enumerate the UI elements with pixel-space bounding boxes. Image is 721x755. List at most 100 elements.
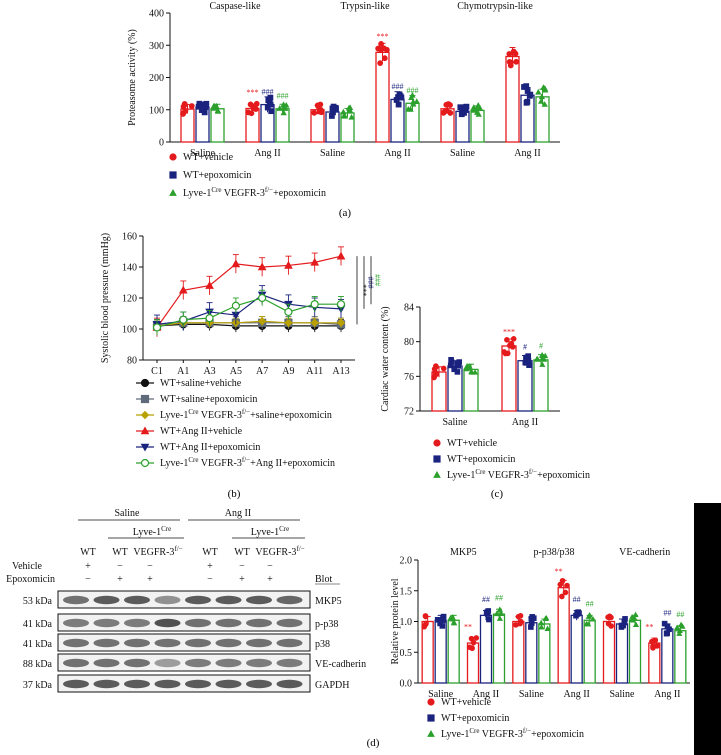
y-tick-label: 160 xyxy=(122,232,137,243)
data-point xyxy=(542,352,549,359)
data-point xyxy=(311,109,318,116)
data-point xyxy=(473,109,481,115)
data-point xyxy=(541,101,548,107)
data-point xyxy=(512,622,519,628)
significance-mark: *** xyxy=(377,32,389,41)
data-point xyxy=(398,94,405,101)
data-point xyxy=(333,105,339,112)
data-point xyxy=(450,619,457,625)
data-point xyxy=(632,611,639,618)
data-point xyxy=(535,88,542,95)
data-point xyxy=(473,635,480,641)
y-axis-title: Relative protein level xyxy=(390,578,401,664)
blot-band xyxy=(215,618,242,628)
blot-band xyxy=(276,638,303,648)
data-point xyxy=(541,85,548,91)
blot-kda: 37 kDa xyxy=(23,680,53,691)
data-point xyxy=(257,317,267,326)
blot-mark: + xyxy=(207,561,213,572)
blot-mark: + xyxy=(239,574,245,585)
legend-label: WT+epoxomicin xyxy=(441,713,509,724)
legend-marker xyxy=(427,714,435,722)
data-point xyxy=(315,103,322,110)
data-point xyxy=(258,293,267,303)
blot-kda: 88 kDa xyxy=(23,659,53,670)
data-point xyxy=(410,98,417,105)
blot-kda: 41 kDa xyxy=(23,639,53,650)
significance-mark: ** xyxy=(464,622,472,631)
data-point xyxy=(378,46,384,53)
data-point xyxy=(559,593,565,600)
bar xyxy=(421,620,434,684)
blot-band xyxy=(185,658,211,668)
panel-a-chart: 0 100 200 300 400 Proteasome activity (%) Sali… xyxy=(127,1,560,199)
data-point xyxy=(377,60,384,67)
data-point xyxy=(205,314,214,323)
blot-band xyxy=(276,595,303,605)
data-point xyxy=(231,301,240,310)
blot-mark: + xyxy=(267,574,273,585)
y-axis-title: Systolic blood pressure (mmHg) xyxy=(100,233,111,363)
blot-band xyxy=(93,618,120,628)
significance-mark: ### xyxy=(373,274,382,286)
data-point xyxy=(469,645,475,652)
data-point xyxy=(196,100,203,107)
y-tick-label: 1.0 xyxy=(400,617,413,628)
data-point xyxy=(529,614,535,620)
data-point xyxy=(210,105,217,111)
legend-label: Lyve-1Cre VEGFR-3f/−+epoxomicin xyxy=(441,727,584,740)
series-line xyxy=(156,297,341,329)
legend-label: WT+vehicle xyxy=(441,697,492,708)
blot-band xyxy=(93,595,120,605)
data-point xyxy=(506,51,513,57)
blot-band xyxy=(124,638,150,648)
group-title: MKP5 xyxy=(450,547,477,558)
legend-label: WT+saline+epoxomicin xyxy=(160,394,257,405)
blot-subgroup-label: Lyve-1Cre xyxy=(251,525,289,538)
data-point xyxy=(440,617,446,623)
blot-row-label: Epoxomicin xyxy=(6,574,55,585)
data-point xyxy=(455,360,461,366)
data-point xyxy=(583,620,590,627)
legend-label: Lyve-1Cre VEGFR-3f/−+Ang II+epoxomicin xyxy=(160,456,335,469)
blot-band xyxy=(63,595,89,605)
significance-mark: *** xyxy=(503,328,515,337)
significance-mark: ## xyxy=(586,600,594,609)
legend-label: WT+Ang II+vehicle xyxy=(160,426,243,437)
blot-band xyxy=(276,658,303,668)
data-point xyxy=(276,105,283,111)
x-tick-label: Ang II xyxy=(473,689,499,700)
x-tick-label: Saline xyxy=(610,689,636,700)
data-point xyxy=(451,366,457,373)
panel-b-chart: 80 100 120 140 160 C1 A1 A3 A5 A7 A9 A11 A13 Systolic… xyxy=(100,232,382,470)
y-tick-label: 100 xyxy=(149,105,164,116)
data-point xyxy=(470,104,477,110)
data-point xyxy=(528,624,534,630)
blot-band xyxy=(215,679,242,689)
data-point xyxy=(538,624,545,630)
data-point xyxy=(493,610,500,617)
data-point xyxy=(650,645,656,651)
significance-mark: ### xyxy=(407,86,419,95)
blot-band xyxy=(154,595,181,605)
data-point xyxy=(649,638,655,645)
significance-mark: ** xyxy=(645,622,653,631)
blot-mark: − xyxy=(207,574,213,585)
x-tick-label: A3 xyxy=(203,366,215,377)
bar xyxy=(375,51,390,143)
data-point xyxy=(676,630,683,636)
data-point xyxy=(526,362,532,369)
data-point xyxy=(310,300,319,309)
data-point xyxy=(442,108,449,114)
data-point xyxy=(266,96,273,103)
blot-band xyxy=(154,658,181,668)
legend-label: Lyve-1Cre VEGFR-3f/−+epoxomicin xyxy=(447,468,590,481)
blot-kda: 41 kDa xyxy=(23,619,53,630)
data-point xyxy=(678,621,685,628)
significance-mark: *** xyxy=(247,88,259,97)
data-point xyxy=(284,307,293,317)
blot-protein-label: GAPDH xyxy=(315,680,349,691)
data-point xyxy=(539,355,547,361)
data-point xyxy=(538,98,545,104)
data-point xyxy=(231,259,241,268)
